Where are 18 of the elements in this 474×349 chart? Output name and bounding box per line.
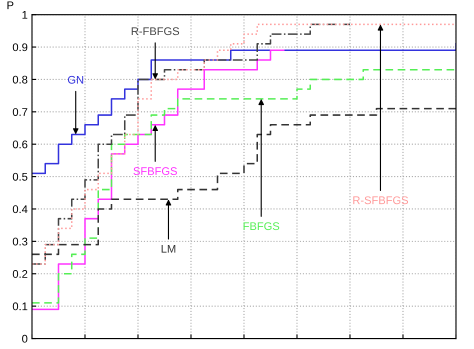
y-tick-label: 0.9 xyxy=(12,43,28,52)
y-tick-label: 0.4 xyxy=(12,205,28,214)
y-tick-label: 0.5 xyxy=(12,172,28,181)
y-tick-label: 1 xyxy=(22,11,28,19)
y-tick-label: 0.8 xyxy=(12,76,28,84)
series-label: SFBFGS xyxy=(134,167,177,176)
y-tick-label: 0.1 xyxy=(12,302,28,310)
y-tick-label: 0.7 xyxy=(12,108,28,116)
y-tick-label: 0.3 xyxy=(12,238,28,246)
text: R-FBFGS xyxy=(132,27,180,36)
text: R-SFBFGS xyxy=(353,196,408,204)
text: FBFGS xyxy=(244,222,280,230)
y-axis-title: P xyxy=(7,1,14,10)
text: GN xyxy=(68,76,84,84)
y-tick-label: 0 xyxy=(22,334,28,343)
y-tick-label: 0.6 xyxy=(12,140,28,148)
y-tick-label: 0.2 xyxy=(12,270,28,278)
text: LM xyxy=(162,245,176,253)
